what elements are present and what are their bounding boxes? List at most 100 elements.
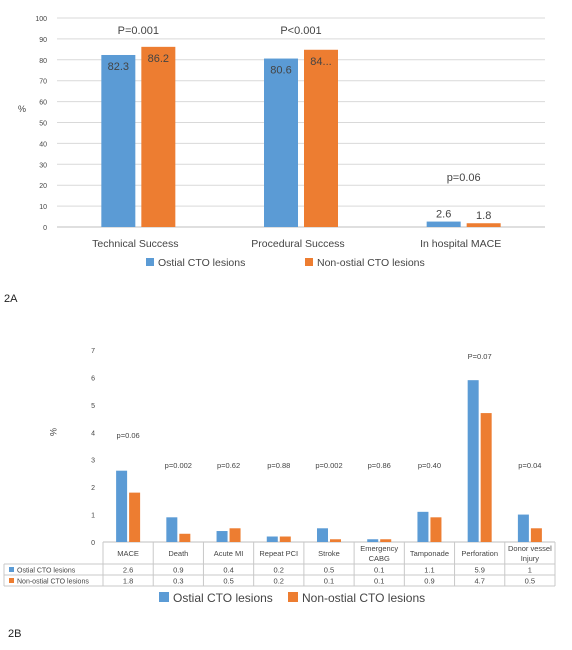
table-cell: 0.5 [223,577,233,586]
data-label: 2.6 [436,209,451,221]
bar-ostial [417,511,429,542]
x-category-label: Emergency [360,544,398,553]
bar-ostial [367,539,379,542]
x-category-label: Death [168,549,188,558]
y-tick-label: 10 [39,204,47,211]
data-label: 86.2 [148,53,169,65]
table-cell: 0.1 [324,577,334,586]
bar-non-ostial [480,413,492,542]
bar-non-ostial [179,533,191,542]
table-row-header: Non-ostial CTO lesions [17,579,89,586]
table-cell: 0.5 [324,566,334,575]
bar-ostial [166,517,178,542]
x-category-label: In hospital MACE [420,238,501,250]
bar-ostial [264,58,298,227]
x-category-label: Repeat PCI [259,549,298,558]
y-axis-label: % [48,428,58,436]
x-category-label: Tamponade [410,549,449,558]
x-category-label: Injury [521,554,540,563]
table-cell: 5.9 [474,566,484,575]
x-category-label: Donor vessel [508,544,552,553]
p-value-label: p=0.62 [217,461,240,470]
p-value-label: P=0.001 [118,25,159,37]
p-value-label: p=0.002 [165,461,192,470]
bar-ostial [467,380,479,542]
p-value-label: p=0.88 [267,461,290,470]
table-cell: 0.3 [173,577,183,586]
y-tick-label: 0 [91,540,95,547]
p-value-label: p=0.40 [418,461,441,470]
y-tick-label: 5 [91,403,95,410]
table-cell: 4.7 [474,577,484,586]
table-cell: 0.9 [424,577,434,586]
bar-ostial [426,221,461,227]
y-axis-label: % [18,104,26,114]
table-cell: 0.2 [274,577,284,586]
x-category-label: MACE [117,549,139,558]
table-cell: 1.1 [424,566,434,575]
y-tick-label: 100 [35,16,47,23]
y-tick-label: 6 [91,375,95,382]
legend-swatch-ostial [146,258,154,266]
p-value-label: p=0.002 [315,461,342,470]
y-tick-label: 40 [39,141,47,148]
x-category-label: Perforation [461,549,498,558]
x-category-label: Acute MI [214,549,244,558]
table-cell: 1.8 [123,577,133,586]
y-tick-label: 30 [39,162,47,169]
bar-non-ostial [304,49,338,227]
bar-ostial [216,531,228,542]
data-label: 84... [310,56,331,68]
chart-2b: 0 1 2 3 4 5 6 7% p=0.06 p=0.002 p=0.62 p=0.88 p=0.00… [3,348,556,605]
y-tick-label: 4 [91,430,95,437]
legend-label: Non-ostial CTO lesions [317,257,425,269]
table-legend-key [9,578,14,583]
legend-label: Non-ostial CTO lesions [302,591,425,605]
bar-ostial [116,470,128,542]
figure-label-2b: 2B [8,628,22,640]
y-tick-label: 2 [91,485,95,492]
bar-ostial [101,54,136,228]
data-label: 80.6 [270,65,291,77]
data-label: 1.8 [476,210,491,222]
legend-swatch-non-ostial [288,592,298,602]
x-category-label: Stroke [318,549,340,558]
x-category-label: CABG [369,554,390,563]
p-value-label: p=0.04 [518,461,541,470]
y-tick-label: 60 [39,100,47,107]
table-cell: 0.1 [374,577,384,586]
bar-ostial [517,514,529,542]
p-value-label: P=0.07 [468,352,492,361]
chart-2a: 0 10 20 30 40 50 60 70 80 90 100% 82.3 86.2 P=0.001 Te… [18,16,545,269]
data-label: 82.3 [108,61,129,73]
y-tick-label: 80 [39,58,47,65]
y-tick-label: 70 [39,79,47,86]
bar-non-ostial [129,492,141,542]
table-cell: 0.2 [274,566,284,575]
y-tick-label: 3 [91,458,95,465]
table-cell: 1 [528,566,532,575]
y-tick-label: 20 [39,183,47,190]
legend-swatch-ostial [159,592,169,602]
legend-label: Ostial CTO lesions [158,257,245,269]
y-tick-label: 50 [39,121,47,128]
p-value-label: p=0.06 [447,172,481,184]
bar-ostial [266,536,278,542]
table-cell: 0.5 [525,577,535,586]
table-cell: 0.9 [173,566,183,575]
p-value-label: p=0.06 [117,431,140,440]
table-cell: 0.4 [223,566,233,575]
bar-non-ostial [530,528,542,542]
x-category-label: Procedural Success [251,238,344,250]
bar-non-ostial [430,517,442,542]
y-tick-label: 90 [39,37,47,44]
p-value-label: p=0.86 [368,461,391,470]
y-tick-label: 7 [91,348,95,355]
p-value-label: P<0.001 [280,25,321,37]
x-category-label: Technical Success [92,238,178,250]
bar-ostial [317,528,328,542]
bar-non-ostial [466,223,501,227]
bar-non-ostial [141,46,176,228]
bar-non-ostial [229,528,241,542]
legend-label: Ostial CTO lesions [173,591,273,605]
